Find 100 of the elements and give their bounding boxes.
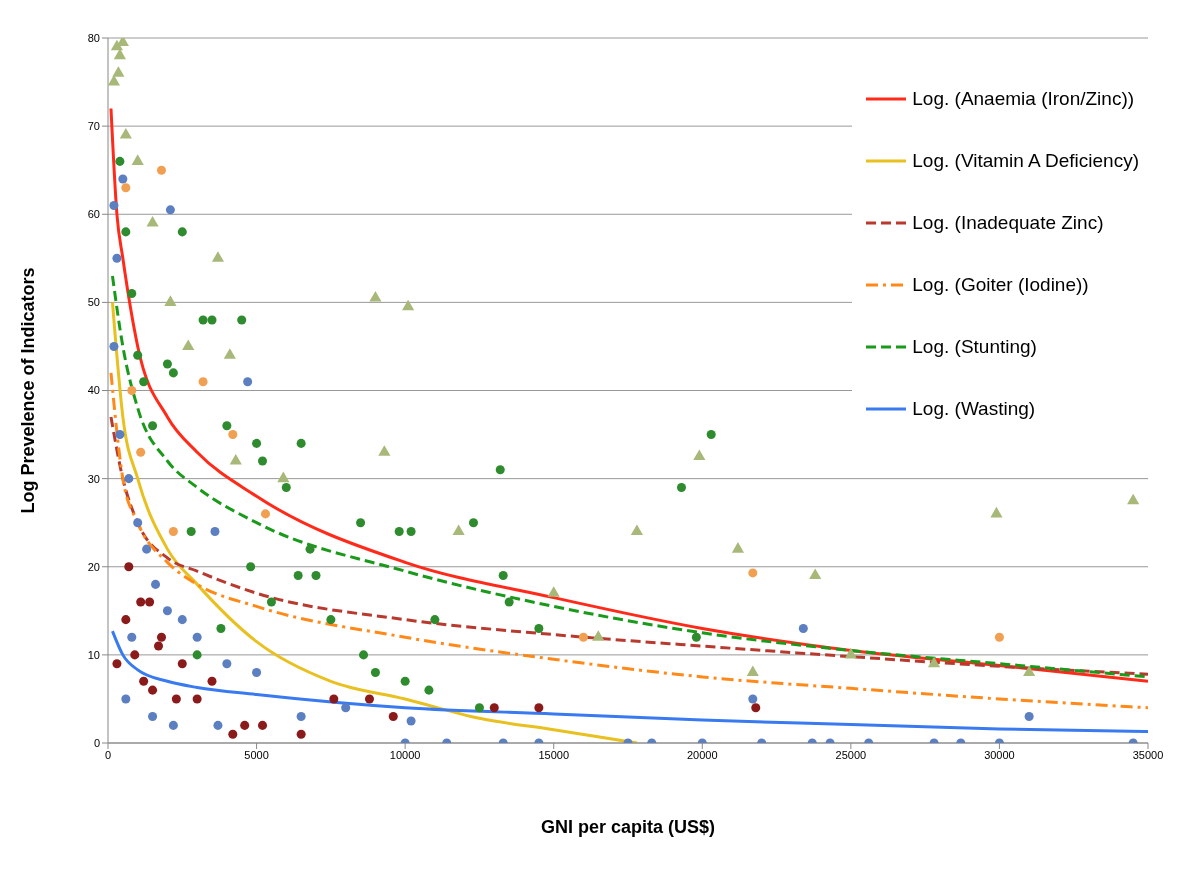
point (148, 712, 158, 722)
point (177, 615, 187, 625)
point (364, 694, 374, 704)
y-tick-label: 30 (87, 472, 100, 485)
point (746, 665, 759, 677)
point (228, 430, 238, 440)
point (133, 350, 143, 360)
point (504, 597, 514, 607)
point (127, 385, 137, 396)
point (145, 597, 155, 607)
point (109, 200, 119, 210)
legend-label: Log. (Goiter (Iodine)) (912, 274, 1089, 296)
point (378, 445, 391, 456)
point (109, 341, 119, 351)
point (207, 315, 217, 325)
point (207, 676, 217, 686)
point (162, 606, 172, 616)
x-tick-label: 10000 (389, 748, 421, 761)
point (547, 586, 560, 597)
point (108, 75, 121, 86)
point (154, 641, 164, 651)
point (252, 667, 262, 678)
point (156, 165, 166, 175)
point (115, 430, 125, 440)
point (213, 720, 223, 730)
point (402, 299, 415, 311)
y-tick-label: 60 (87, 208, 100, 221)
point (192, 650, 202, 660)
point (121, 694, 131, 704)
x-axis-title: GNI per capita (US$) (540, 817, 716, 837)
y-tick-label: 10 (87, 648, 100, 661)
x-tick-label: 30000 (984, 748, 1015, 761)
line-series (109, 371, 1148, 710)
x-tick-label: 35000 (1132, 748, 1164, 761)
x-tick-label: 25000 (835, 748, 867, 761)
line-series (110, 274, 1148, 679)
point (798, 623, 808, 633)
point (139, 377, 149, 387)
point (927, 656, 941, 668)
legend-label: Log. (Stunting) (912, 336, 1037, 358)
y-tick-label: 50 (87, 296, 100, 309)
y-tick-label: 40 (87, 384, 100, 397)
point (171, 694, 181, 704)
point (370, 667, 380, 678)
point (148, 421, 158, 431)
point (198, 377, 208, 387)
x-tick-label: 5000 (244, 748, 269, 761)
point (165, 205, 175, 215)
point (133, 518, 143, 528)
point (281, 482, 291, 492)
point (223, 348, 236, 359)
line-series (110, 629, 1148, 734)
point (222, 659, 232, 669)
point (121, 615, 131, 625)
point (676, 482, 686, 492)
point (369, 290, 382, 302)
point (693, 449, 706, 461)
point (177, 659, 187, 669)
point (211, 251, 225, 262)
point (186, 526, 196, 537)
line-series (110, 300, 639, 743)
point (243, 377, 253, 387)
point (121, 183, 131, 193)
point (400, 676, 410, 686)
point (994, 632, 1004, 642)
point (430, 615, 440, 625)
point (121, 227, 131, 237)
point (124, 562, 134, 572)
point (124, 474, 134, 484)
point (136, 597, 146, 607)
point (139, 676, 149, 686)
y-tick-label: 20 (87, 560, 100, 573)
point (237, 315, 247, 325)
x-tick-label: 0 (104, 748, 112, 761)
point (578, 632, 588, 642)
point (127, 289, 137, 299)
point (168, 720, 178, 730)
point (1024, 712, 1034, 722)
point (329, 694, 339, 704)
legend-label: Log. (Anaemia (Iron/Zinc)) (912, 88, 1135, 110)
point (452, 524, 465, 536)
point (228, 729, 238, 739)
point (112, 253, 122, 263)
point (192, 632, 202, 642)
point (246, 562, 256, 572)
point (751, 703, 761, 713)
point (406, 526, 416, 537)
legend-label: Log. (Vitamin A Deficiency) (912, 150, 1139, 172)
point (131, 154, 144, 165)
point (394, 526, 404, 537)
point (266, 597, 276, 607)
point (156, 632, 166, 642)
point (495, 465, 505, 475)
point (356, 518, 366, 528)
point (198, 315, 208, 325)
legend-label: Log. (Inadequate Zinc) (912, 212, 1104, 234)
legend-label: Log. (Wasting) (912, 398, 1036, 420)
point (162, 359, 172, 369)
point (359, 650, 369, 660)
y-tick-label: 0 (93, 736, 100, 749)
